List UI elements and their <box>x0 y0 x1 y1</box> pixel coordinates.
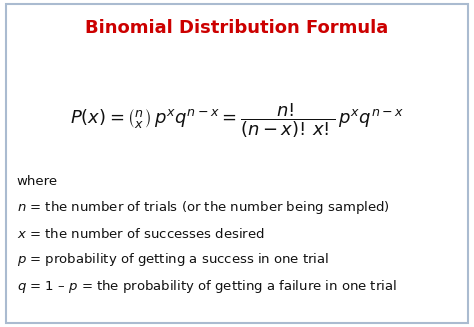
Text: $p$ = probability of getting a success in one trial: $p$ = probability of getting a success i… <box>17 251 329 268</box>
Text: $n$ = the number of trials (or the number being sampled): $n$ = the number of trials (or the numbe… <box>17 199 389 216</box>
Text: Binomial Distribution Formula: Binomial Distribution Formula <box>85 19 389 37</box>
Text: where: where <box>17 175 58 188</box>
Text: $q$ = 1 – $p$ = the probability of getting a failure in one trial: $q$ = 1 – $p$ = the probability of getti… <box>17 278 397 295</box>
FancyBboxPatch shape <box>6 4 468 323</box>
Text: $P(x) = \binom{n}{x}\, p^x q^{n-x} = \dfrac{n!}{(n-x)!\, x!}\, p^x q^{n-x}$: $P(x) = \binom{n}{x}\, p^x q^{n-x} = \df… <box>70 102 404 140</box>
Text: $x$ = the number of successes desired: $x$ = the number of successes desired <box>17 227 264 241</box>
